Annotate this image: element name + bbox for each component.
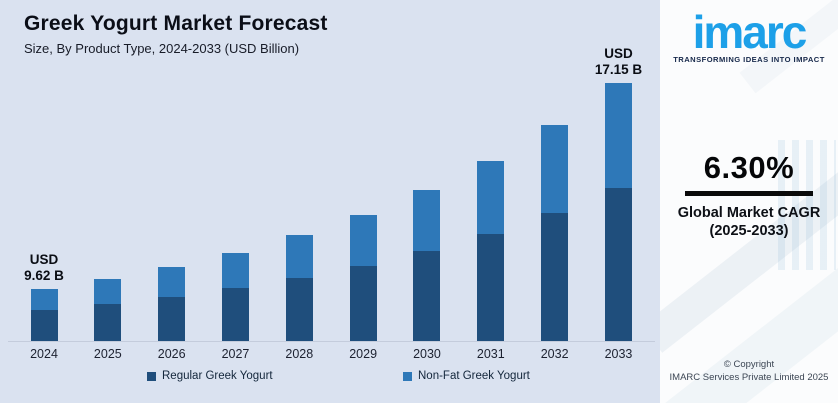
bar-2027 bbox=[221, 253, 249, 341]
bar-2024-regular-segment bbox=[30, 310, 58, 341]
x-tick-2028: 2028 bbox=[285, 347, 314, 361]
copyright-line1: © Copyright bbox=[723, 359, 775, 370]
bar-2024 bbox=[30, 289, 58, 341]
value-label-2024: USD 9.62 B bbox=[24, 252, 64, 283]
cagr-value: 6.30% bbox=[703, 150, 795, 185]
copyright-line2: IMARC Services Private Limited 2025 bbox=[669, 371, 829, 383]
x-tick-2024: 2024 bbox=[30, 347, 58, 361]
bar-2033-regular-segment bbox=[604, 188, 632, 341]
value-label-2033: USD 17.15 B bbox=[594, 46, 643, 77]
cagr-block: 6.30% Global Market CAGR (2025-2033) bbox=[660, 150, 838, 240]
bar-2031 bbox=[477, 161, 505, 341]
bar-2030-regular-segment bbox=[413, 251, 441, 341]
bar-2031-regular-segment bbox=[477, 234, 505, 341]
bar-2029 bbox=[349, 215, 377, 341]
bar-2030 bbox=[413, 190, 441, 341]
bar-2025 bbox=[94, 279, 122, 341]
x-tick-2030: 2030 bbox=[413, 347, 441, 361]
cagr-label-line1: Global Market CAGR bbox=[677, 204, 821, 221]
decorative-bar-watermark bbox=[778, 140, 836, 270]
bar-2025-nonfat-segment bbox=[94, 279, 122, 304]
bar-2031-nonfat-segment bbox=[477, 161, 505, 234]
chart-subtitle: Size, By Product Type, 2024-2033 (USD Bi… bbox=[24, 41, 300, 56]
x-tick-2031: 2031 bbox=[476, 347, 505, 361]
imarc-logo: imarc TRANSFORMING IDEAS INTO IMPACT bbox=[660, 6, 838, 64]
bar-2024-nonfat-segment bbox=[30, 289, 58, 310]
legend-swatch-icon bbox=[403, 371, 412, 381]
legend-swatch-icon bbox=[147, 371, 156, 381]
bar-2032-regular-segment bbox=[541, 213, 569, 341]
bar-2028-regular-segment bbox=[285, 278, 313, 341]
cagr-label-line2: (2025-2033) bbox=[709, 222, 789, 239]
bar-2032 bbox=[541, 125, 569, 341]
bar-2027-regular-segment bbox=[221, 288, 249, 341]
x-axis-line bbox=[8, 341, 655, 342]
bar-2033-nonfat-segment bbox=[604, 83, 632, 188]
bar-chart-plot: 2024 2025 2026 2027 2028 2029 2030 2031 2032 2033… bbox=[8, 46, 655, 361]
bar-2027-nonfat-segment bbox=[221, 253, 249, 288]
bar-2029-regular-segment bbox=[349, 266, 377, 341]
cagr-underline bbox=[685, 191, 813, 196]
legend-item-regular: Regular Greek Yogurt bbox=[147, 370, 273, 382]
imarc-tagline: TRANSFORMING IDEAS INTO IMPACT bbox=[673, 55, 825, 64]
x-tick-2029: 2029 bbox=[349, 347, 378, 361]
copyright: © Copyright IMARC Services Private Limit… bbox=[660, 359, 838, 384]
legend-label: Non-Fat Greek Yogurt bbox=[418, 370, 530, 382]
imarc-logo-wordmark: imarc bbox=[692, 6, 808, 58]
bar-2029-nonfat-segment bbox=[349, 215, 377, 266]
chart-legend: Regular Greek Yogurt Non-Fat Greek Yogurt bbox=[0, 370, 660, 390]
bar-2030-nonfat-segment bbox=[413, 190, 441, 251]
bar-2033 bbox=[604, 83, 632, 341]
legend-item-nonfat: Non-Fat Greek Yogurt bbox=[403, 370, 530, 382]
x-tick-2025: 2025 bbox=[93, 347, 122, 361]
brand-panel: imarc TRANSFORMING IDEAS INTO IMPACT 6.3… bbox=[660, 0, 838, 403]
bar-2032-nonfat-segment bbox=[541, 125, 569, 213]
x-tick-2027: 2027 bbox=[221, 347, 250, 361]
page-title: Greek Yogurt Market Forecast bbox=[24, 12, 328, 35]
bar-2028 bbox=[285, 235, 313, 341]
bar-2026-nonfat-segment bbox=[158, 267, 186, 297]
bar-2028-nonfat-segment bbox=[285, 235, 313, 278]
x-tick-2026: 2026 bbox=[157, 347, 186, 361]
x-tick-2032: 2032 bbox=[540, 347, 569, 361]
chart-panel: Greek Yogurt Market Forecast Size, By Pr… bbox=[0, 0, 660, 403]
bar-2026 bbox=[158, 267, 186, 341]
legend-label: Regular Greek Yogurt bbox=[162, 370, 273, 382]
bar-2025-regular-segment bbox=[94, 304, 122, 341]
bar-2026-regular-segment bbox=[158, 297, 186, 341]
x-tick-2033: 2033 bbox=[604, 347, 633, 361]
